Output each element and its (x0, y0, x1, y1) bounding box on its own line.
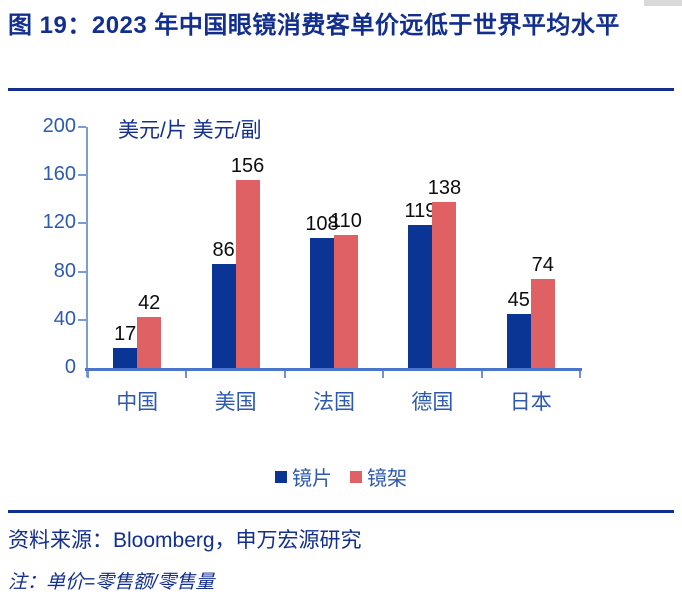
value-label-lens-usa: 86 (212, 239, 235, 262)
value-label-lens-japan: 45 (507, 288, 530, 311)
ytick-label-200: 200 (42, 115, 76, 137)
xtick-mark-2 (283, 371, 286, 378)
category-label-china: 中国 (116, 391, 159, 414)
value-label-frame-japan: 74 (531, 253, 554, 276)
value-label-frame-france: 110 (330, 210, 362, 233)
category-label-usa: 美国 (214, 391, 257, 414)
xtick-mark-4 (480, 371, 483, 378)
bar-frame-usa (235, 180, 260, 368)
legend-item-lens: 镜片 (275, 462, 332, 491)
bar-lens-germany (408, 224, 433, 368)
footer-divider (8, 510, 674, 513)
category-label-germany: 德国 (411, 391, 454, 414)
bar-lens-usa (211, 264, 236, 368)
ytick-label-0: 0 (64, 356, 76, 378)
bar-lens-france (310, 237, 334, 368)
bar-frame-france (334, 235, 358, 368)
xtick-mark-5 (579, 371, 581, 378)
ytick-label-40: 40 (53, 307, 76, 330)
ytick-mark-40 (78, 318, 86, 321)
title-divider (8, 88, 674, 91)
value-label-lens-germany: 119 (404, 199, 437, 222)
ytick-mark-200 (78, 126, 86, 128)
category-label-japan: 日本 (509, 391, 552, 414)
bar-lens-japan (506, 313, 531, 368)
value-label-lens-china: 17 (114, 322, 137, 345)
legend-item-frame: 镜架 (350, 462, 407, 491)
x-axis-line (85, 368, 582, 371)
ytick-mark-120 (78, 222, 86, 225)
ytick-label-120: 120 (42, 211, 76, 234)
bar-frame-japan (530, 278, 555, 368)
chart-legend: 镜片 镜架 (0, 462, 682, 491)
ytick-label-80: 80 (53, 259, 76, 282)
value-label-frame-china: 42 (138, 292, 161, 315)
bar-lens-china (113, 347, 138, 368)
legend-label-lens: 镜片 (292, 468, 332, 490)
ytick-mark-160 (78, 174, 86, 177)
note-text: 注：单价=零售额/零售量 (8, 572, 215, 593)
bar-frame-germany (432, 201, 457, 368)
y-axis-unit-label: 美元/片 美元/副 (118, 119, 262, 142)
xtick-mark-1 (185, 371, 188, 378)
ytick-label-160: 160 (42, 163, 76, 186)
bar-frame-china (137, 317, 162, 368)
y-axis-line (86, 127, 88, 377)
value-label-frame-usa: 156 (230, 155, 265, 178)
value-label-frame-germany: 138 (427, 176, 462, 199)
xtick-mark-3 (382, 371, 385, 378)
value-label-lens-france: 108 (305, 212, 339, 235)
category-label-france: 法国 (312, 391, 355, 414)
adjacent-figure-fragment (644, 0, 682, 6)
legend-swatch-lens (275, 470, 287, 483)
figure-title: 图 19：2023 年中国眼镜消费客单价远低于世界平均水平 (8, 12, 620, 39)
ytick-mark-80 (78, 270, 86, 273)
xtick-mark-0 (87, 371, 89, 378)
legend-label-frame: 镜架 (367, 468, 407, 490)
source-text: 资料来源：Bloomberg，申万宏源研究 (8, 529, 362, 552)
legend-swatch-frame (350, 470, 362, 483)
